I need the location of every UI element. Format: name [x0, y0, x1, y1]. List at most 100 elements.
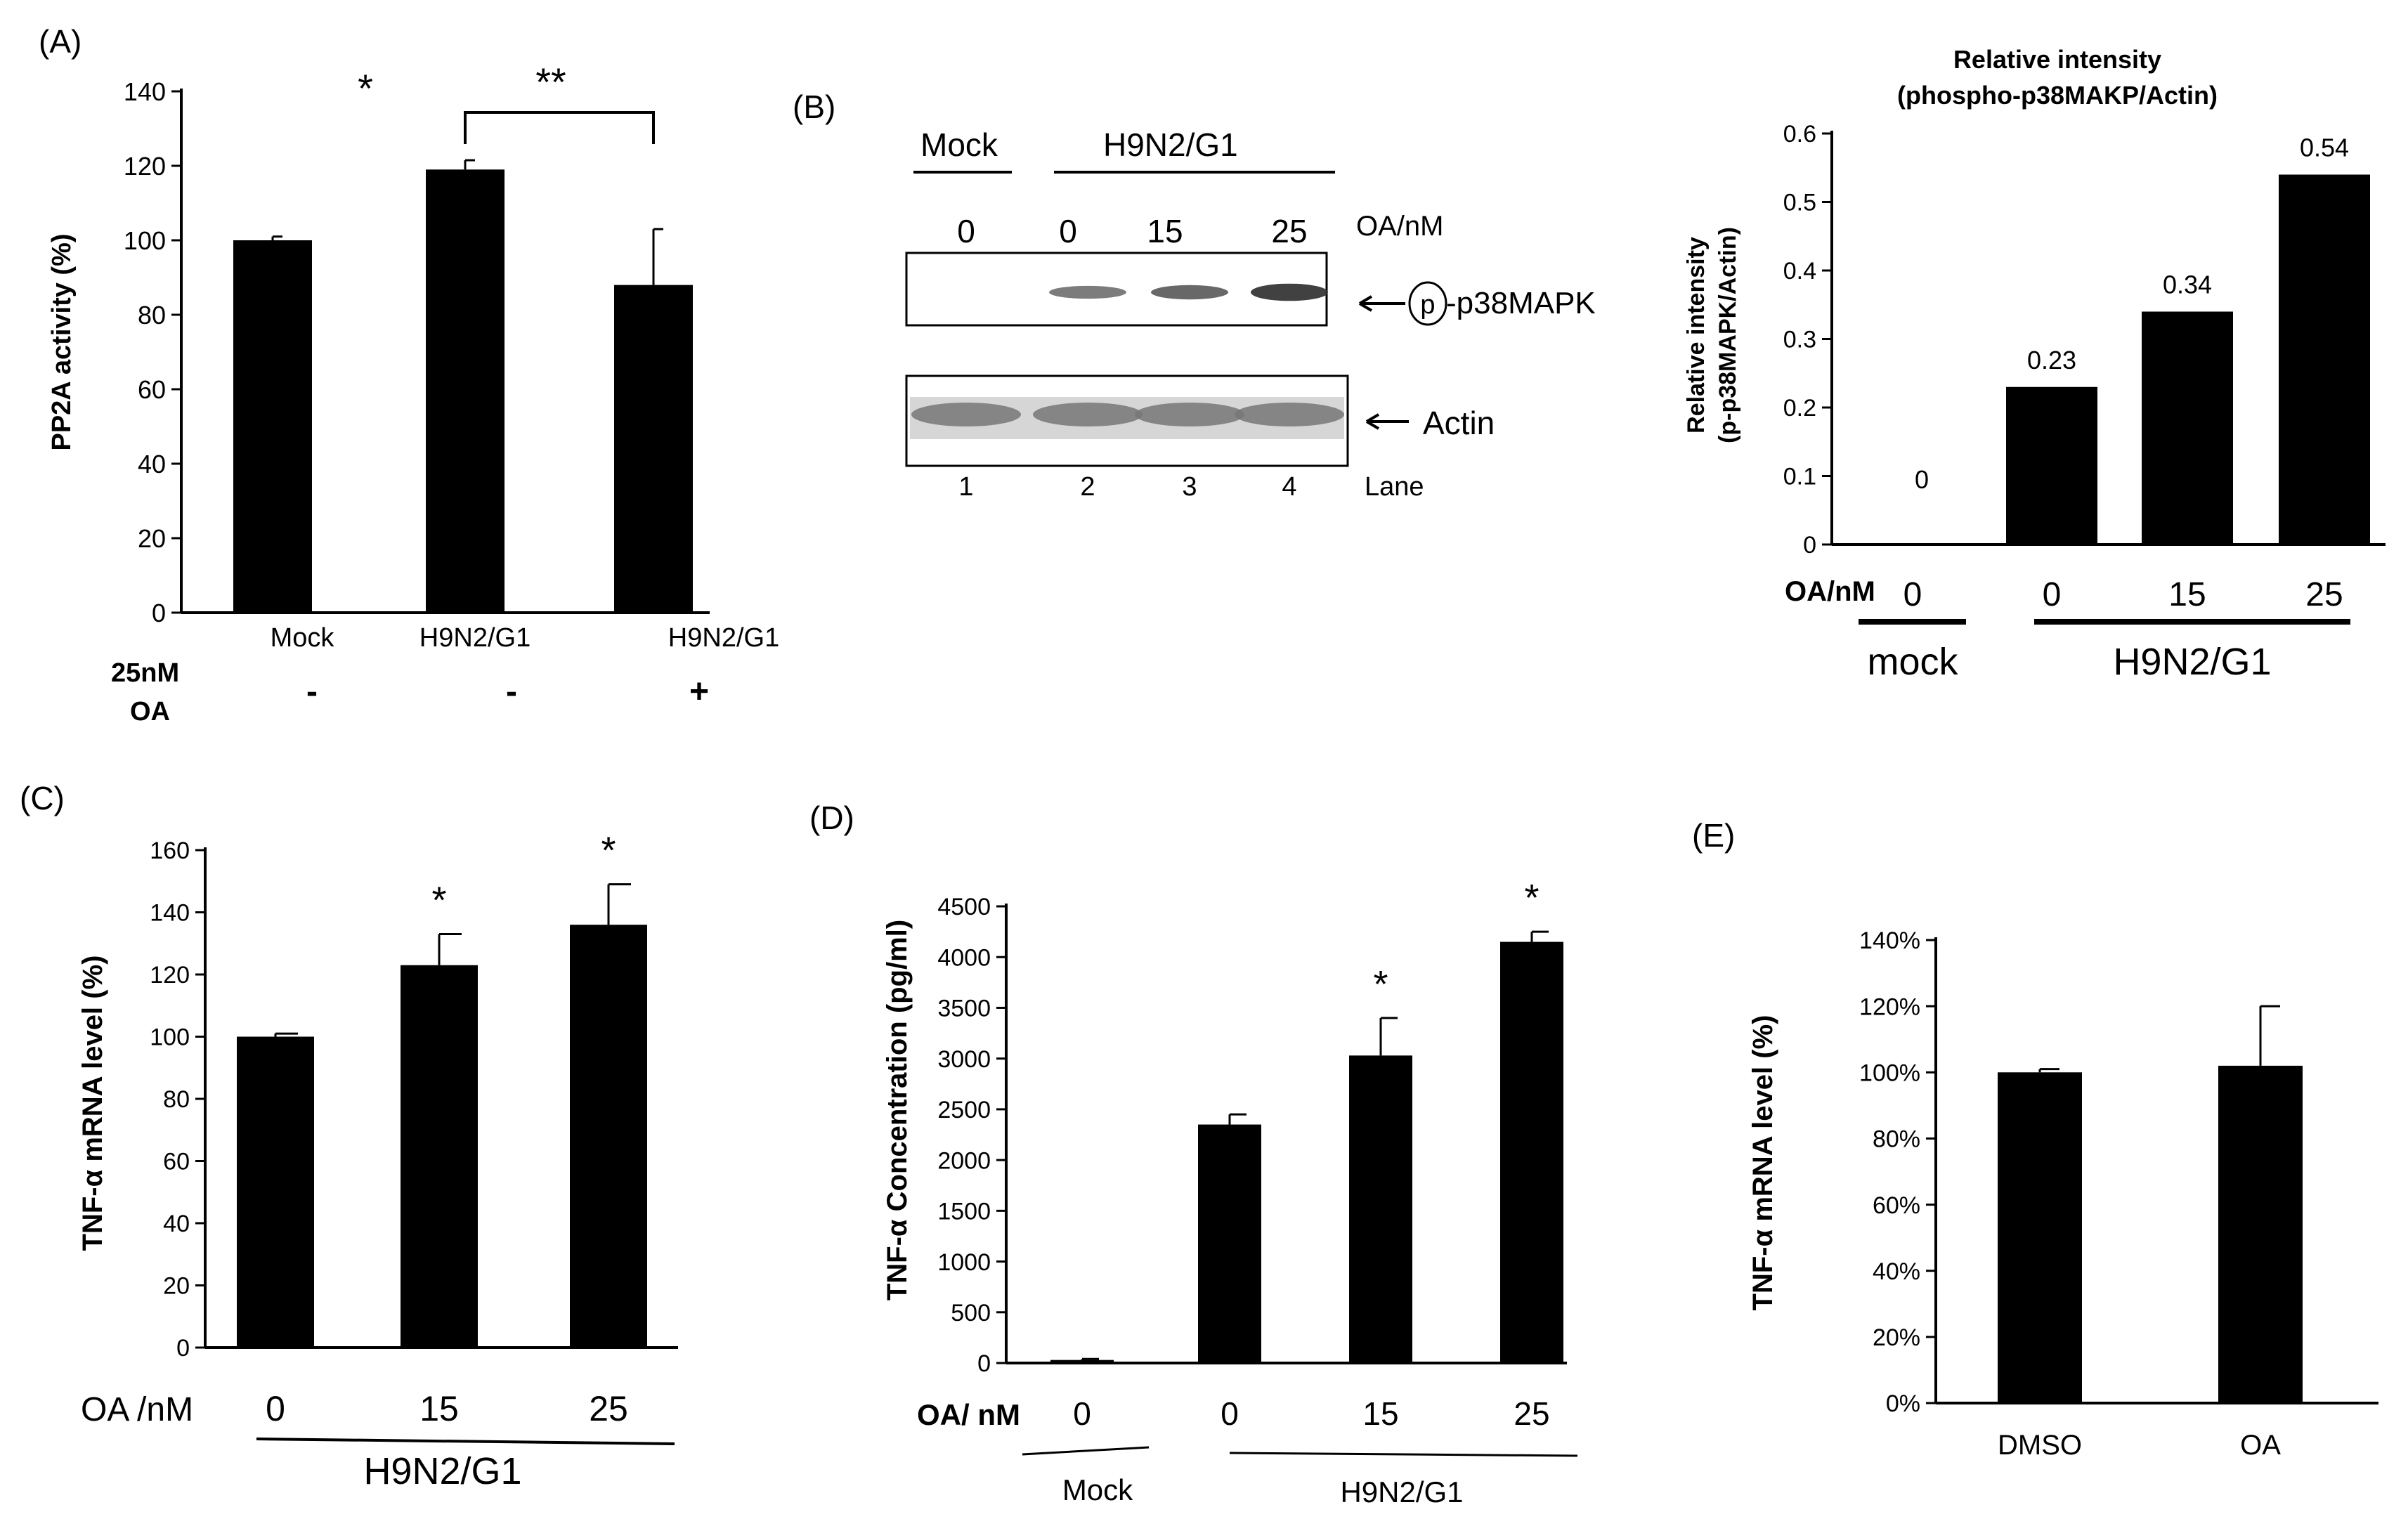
bar — [2006, 386, 2097, 545]
y-tick-label: 3000 — [937, 1046, 991, 1073]
y-tick-label: 60 — [163, 1149, 190, 1175]
y-tick-label: 100 — [124, 226, 166, 255]
y-tick-label: 0.2 — [1783, 395, 1816, 422]
panel-c: (C) TNF-α mRNA level (%) 0 20 40 60 80 100 120… — [20, 780, 678, 1492]
panel-b-chart-group-mock: mock — [1867, 641, 1958, 683]
y-tick-label: 120% — [1859, 993, 1920, 1020]
panel-c-label: (C) — [20, 780, 65, 816]
x-category-label: OA — [2240, 1430, 2281, 1461]
blot-phospho-marker: p — [1420, 290, 1435, 320]
panel-b-chart-y-label-line1: Relative intensity — [1683, 237, 1710, 433]
y-tick-label: 500 — [951, 1300, 991, 1326]
y-tick-label: 0 — [176, 1335, 190, 1362]
panel-d-mock-line — [1022, 1446, 1150, 1456]
panel-a-x-labels: Mock H9N2/G1 H9N2/G1 — [271, 623, 780, 653]
blot-group-virus: H9N2/G1 — [1103, 126, 1238, 163]
panel-e-bars — [1998, 1005, 2303, 1403]
y-tick-label: 120 — [150, 962, 190, 989]
panel-e: (E) TNF-α mRNA level (%) 0% 20% 40% 60% 80% 1… — [1692, 817, 2378, 1461]
panel-a-significance-double: ** — [535, 60, 566, 104]
x-category-label: 25 — [2305, 576, 2343, 613]
panel-a-significance-single: * — [358, 66, 373, 110]
phospho-band — [1251, 283, 1328, 301]
panel-d-bars: ** — [1050, 877, 1563, 1363]
y-tick-label: 140% — [1859, 927, 1920, 954]
blot-oa-value: 15 — [1147, 213, 1183, 249]
phospho-band — [1049, 285, 1126, 299]
x-category-label: H9N2/G1 — [668, 623, 779, 653]
panel-b-label: (B) — [793, 89, 835, 125]
x-category-label: 0 — [266, 1389, 285, 1428]
data-label: 0.34 — [2163, 270, 2212, 299]
panel-c-group-virus: H9N2/G1 — [363, 1450, 521, 1492]
x-category-label: 0 — [1903, 576, 1922, 613]
panel-c-group-line — [256, 1437, 675, 1445]
y-tick-label: 3500 — [937, 996, 991, 1022]
panel-b-chart: Relative intensity (phospho-p38MAKP/Acti… — [1683, 45, 2386, 683]
blot-lane-numbers: 1 2 3 4 — [958, 472, 1296, 502]
blot-phospho-label: -p38MAPK — [1446, 286, 1596, 320]
y-tick-label: 160 — [150, 837, 190, 864]
panel-d-group-mock: Mock — [1062, 1473, 1133, 1506]
y-tick-label: 40 — [138, 450, 166, 478]
y-tick-label: 0.4 — [1783, 258, 1816, 285]
bar — [1198, 1124, 1261, 1363]
data-label: 0.23 — [2027, 346, 2076, 374]
condition-sign: - — [306, 673, 318, 710]
panel-a-significance-bracket — [464, 111, 655, 144]
panel-b: (B) Mock H9N2/G1 0 0 15 25 OA/nM p -p38MAPK… — [793, 89, 1596, 502]
y-tick-label: 40 — [163, 1211, 190, 1237]
y-tick-label: 60 — [138, 375, 166, 404]
bar — [2142, 311, 2233, 545]
y-tick-label: 4000 — [937, 944, 991, 971]
bar — [237, 1036, 314, 1348]
panel-d-x-labels: 0 0 15 25 — [1073, 1395, 1549, 1432]
data-label: 0 — [1915, 465, 1929, 494]
y-tick-label: 2500 — [937, 1097, 991, 1123]
condition-sign: - — [506, 673, 517, 710]
panel-c-bars: ** — [237, 830, 647, 1348]
significance-marker: * — [1373, 963, 1388, 1005]
blot-actin-arrow-icon — [1365, 413, 1409, 430]
panel-b-chart-x-label: OA/nM — [1785, 576, 1875, 607]
y-tick-label: 0 — [1803, 532, 1816, 559]
panel-e-x-labels: DMSO OA — [1998, 1430, 2281, 1461]
x-category-label: H9N2/G1 — [419, 623, 531, 653]
x-category-label: 15 — [419, 1389, 459, 1428]
bar — [2218, 1065, 2303, 1403]
y-tick-label: 80 — [138, 301, 166, 330]
x-category-label: 25 — [589, 1389, 628, 1428]
panel-d-label: (D) — [809, 800, 854, 836]
panel-a-y-axis-label: PP2A activity (%) — [47, 233, 77, 450]
blot-phospho-arrow-icon — [1358, 295, 1405, 312]
panel-b-chart-title-line1: Relative intensity — [1953, 45, 2161, 74]
panel-c-y-axis-label: TNF-α mRNA level (%) — [77, 956, 108, 1251]
blot-group-mock: Mock — [920, 126, 998, 163]
y-tick-label: 20 — [163, 1273, 190, 1300]
bar — [401, 965, 478, 1348]
y-tick-label: 80 — [163, 1086, 190, 1113]
panel-d: (D) TNF-α Concentration (pg/ml) 0 500 1000… — [809, 800, 1578, 1508]
blot-oa-label: OA/nM — [1356, 211, 1443, 242]
y-tick-label: 140 — [124, 77, 166, 106]
bar — [570, 925, 647, 1348]
blot-lane-number: 2 — [1080, 472, 1095, 502]
y-tick-label: 0.6 — [1783, 121, 1816, 148]
blot-phospho-frame — [905, 252, 1328, 327]
y-tick-label: 2000 — [937, 1147, 991, 1174]
y-tick-label: 1000 — [937, 1249, 991, 1276]
x-category-label: 25 — [1514, 1395, 1549, 1432]
x-category-label: 0 — [1221, 1395, 1239, 1432]
y-tick-label: 140 — [150, 900, 190, 927]
condition-sign: + — [689, 673, 709, 710]
panel-b-chart-x-labels: 0 0 15 25 — [1903, 576, 2343, 613]
panel-e-y-axis-label: TNF-α mRNA level (%) — [1748, 1015, 1778, 1311]
x-category-label: 0 — [2043, 576, 2062, 613]
panel-a-label: (A) — [39, 23, 82, 60]
panel-b-chart-bars — [2006, 174, 2370, 545]
blot-actin-frame — [905, 374, 1349, 467]
y-tick-label: 100 — [150, 1024, 190, 1051]
bar — [233, 240, 312, 613]
panel-e-y-ticks: 0% 20% 40% 60% 80% 100% 120% 140% — [1859, 927, 2378, 1417]
